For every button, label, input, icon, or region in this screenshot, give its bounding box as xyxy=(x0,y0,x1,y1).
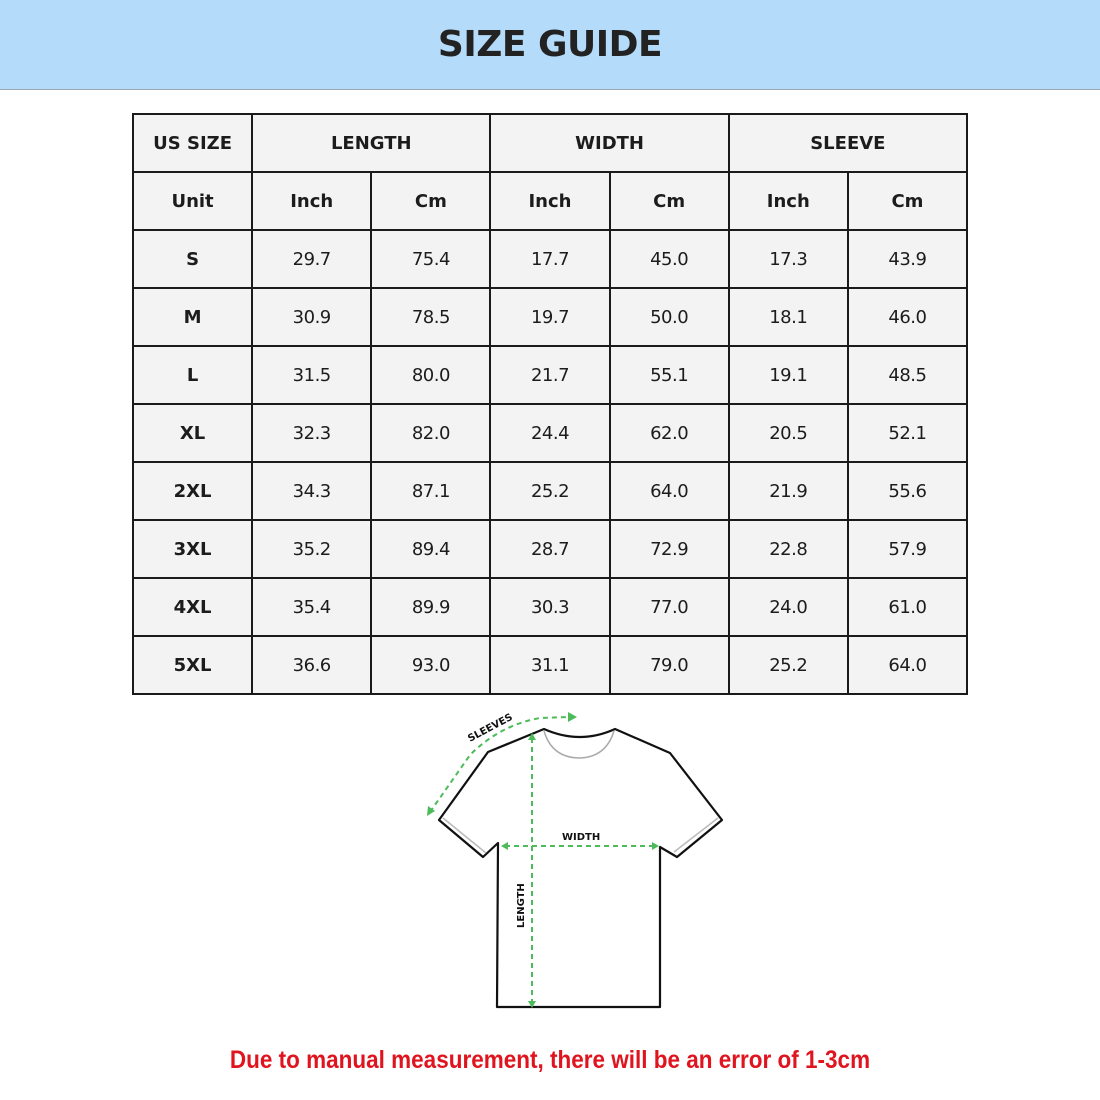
unit-header: Cm xyxy=(370,171,492,231)
measurement-cell: 29.7 xyxy=(251,229,373,289)
header-length: LENGTH xyxy=(251,113,492,173)
measurement-cell: 28.7 xyxy=(489,519,611,579)
group-header-row: US SIZE LENGTH WIDTH SLEEVE xyxy=(131,113,969,173)
unit-header: Inch xyxy=(727,171,849,231)
size-label: 2XL xyxy=(131,461,254,521)
arrow-head-icon xyxy=(501,842,508,850)
table-row: S 29.7 75.4 17.7 45.0 17.3 43.9 xyxy=(131,229,969,289)
unit-label: Unit xyxy=(131,171,254,231)
measurement-cell: 62.0 xyxy=(608,403,730,463)
arrow-head-icon xyxy=(652,842,659,850)
measurement-cell: 17.3 xyxy=(727,229,849,289)
measurement-cell: 72.9 xyxy=(608,519,730,579)
measurement-cell: 30.3 xyxy=(489,577,611,637)
measurement-cell: 79.0 xyxy=(608,635,730,695)
table-row: 5XL 36.6 93.0 31.1 79.0 25.2 64.0 xyxy=(131,635,969,695)
size-label: S xyxy=(131,229,254,289)
header-banner: SIZE GUIDE xyxy=(0,0,1100,90)
measurement-cell: 64.0 xyxy=(608,461,730,521)
unit-header: Cm xyxy=(846,171,969,231)
measurement-cell: 34.3 xyxy=(251,461,373,521)
measurement-cell: 30.9 xyxy=(251,287,373,347)
arrow-head-icon xyxy=(427,806,435,816)
measurement-cell: 25.2 xyxy=(727,635,849,695)
collar-seam xyxy=(543,730,615,759)
right-cuff-seam xyxy=(673,817,719,853)
sleeves-arrow xyxy=(429,716,571,813)
table-row: L 31.5 80.0 21.7 55.1 19.1 48.5 xyxy=(131,345,969,405)
unit-header: Inch xyxy=(489,171,611,231)
page-title: SIZE GUIDE xyxy=(437,24,663,65)
measurement-cell: 64.0 xyxy=(846,635,969,695)
measurement-cell: 50.0 xyxy=(608,287,730,347)
size-label: L xyxy=(131,345,254,405)
measurement-cell: 61.0 xyxy=(846,577,969,637)
measurement-cell: 89.4 xyxy=(370,519,492,579)
unit-row: Unit Inch Cm Inch Cm Inch Cm xyxy=(131,171,969,231)
size-label: XL xyxy=(131,403,254,463)
measurement-cell: 36.6 xyxy=(251,635,373,695)
header-us-size: US SIZE xyxy=(131,113,254,173)
measurement-cell: 32.3 xyxy=(251,403,373,463)
measurement-cell: 46.0 xyxy=(846,287,969,347)
measurement-cell: 20.5 xyxy=(727,403,849,463)
size-table: US SIZE LENGTH WIDTH SLEEVE Unit Inch Cm In… xyxy=(131,113,969,695)
table-row: M 30.9 78.5 19.7 50.0 18.1 46.0 xyxy=(131,287,969,347)
measurement-cell: 35.4 xyxy=(251,577,373,637)
measurement-cell: 78.5 xyxy=(370,287,492,347)
measurement-cell: 35.2 xyxy=(251,519,373,579)
header-width: WIDTH xyxy=(489,113,730,173)
measurement-cell: 48.5 xyxy=(846,345,969,405)
measurement-cell: 80.0 xyxy=(370,345,492,405)
measurement-cell: 22.8 xyxy=(727,519,849,579)
measurement-cell: 52.1 xyxy=(846,403,969,463)
measurement-cell: 24.4 xyxy=(489,403,611,463)
measurement-cell: 21.7 xyxy=(489,345,611,405)
measurement-cell: 87.1 xyxy=(370,461,492,521)
measurement-cell: 31.1 xyxy=(489,635,611,695)
header-sleeve: SLEEVE xyxy=(727,113,969,173)
measurement-cell: 21.9 xyxy=(727,461,849,521)
arrow-head-icon xyxy=(568,712,577,722)
measurement-cell: 55.6 xyxy=(846,461,969,521)
measurement-cell: 25.2 xyxy=(489,461,611,521)
sleeves-label: SLEEVES xyxy=(466,712,514,745)
arrow-head-icon xyxy=(528,1001,536,1008)
measurement-cell: 57.9 xyxy=(846,519,969,579)
unit-header: Cm xyxy=(608,171,730,231)
unit-header: Inch xyxy=(251,171,373,231)
measurement-cell: 93.0 xyxy=(370,635,492,695)
measurement-cell: 24.0 xyxy=(727,577,849,637)
table-row: 3XL 35.2 89.4 28.7 72.9 22.8 57.9 xyxy=(131,519,969,579)
table-row: 2XL 34.3 87.1 25.2 64.0 21.9 55.6 xyxy=(131,461,969,521)
measurement-cell: 89.9 xyxy=(370,577,492,637)
measurement-cell: 18.1 xyxy=(727,287,849,347)
measurement-cell: 43.9 xyxy=(846,229,969,289)
measurement-cell: 55.1 xyxy=(608,345,730,405)
measurement-note: Due to manual measurement, there will be… xyxy=(229,1046,871,1074)
measurement-cell: 19.7 xyxy=(489,287,611,347)
size-label: 4XL xyxy=(131,577,254,637)
size-label: 5XL xyxy=(131,635,254,695)
tshirt-outline xyxy=(437,727,724,1009)
size-label: 3XL xyxy=(131,519,254,579)
measurement-cell: 31.5 xyxy=(251,345,373,405)
arrow-head-icon xyxy=(528,733,536,740)
length-label: LENGTH xyxy=(516,883,527,928)
measurement-cell: 77.0 xyxy=(608,577,730,637)
left-cuff-seam xyxy=(442,817,487,854)
measurement-cell: 82.0 xyxy=(370,403,492,463)
measurement-cell: 17.7 xyxy=(489,229,611,289)
table-row: 4XL 35.4 89.9 30.3 77.0 24.0 61.0 xyxy=(131,577,969,637)
size-label: M xyxy=(131,287,254,347)
measurement-cell: 19.1 xyxy=(727,345,849,405)
table-row: XL 32.3 82.0 24.4 62.0 20.5 52.1 xyxy=(131,403,969,463)
measurement-cell: 45.0 xyxy=(608,229,730,289)
width-label: WIDTH xyxy=(562,832,600,843)
measurement-cell: 75.4 xyxy=(370,229,492,289)
